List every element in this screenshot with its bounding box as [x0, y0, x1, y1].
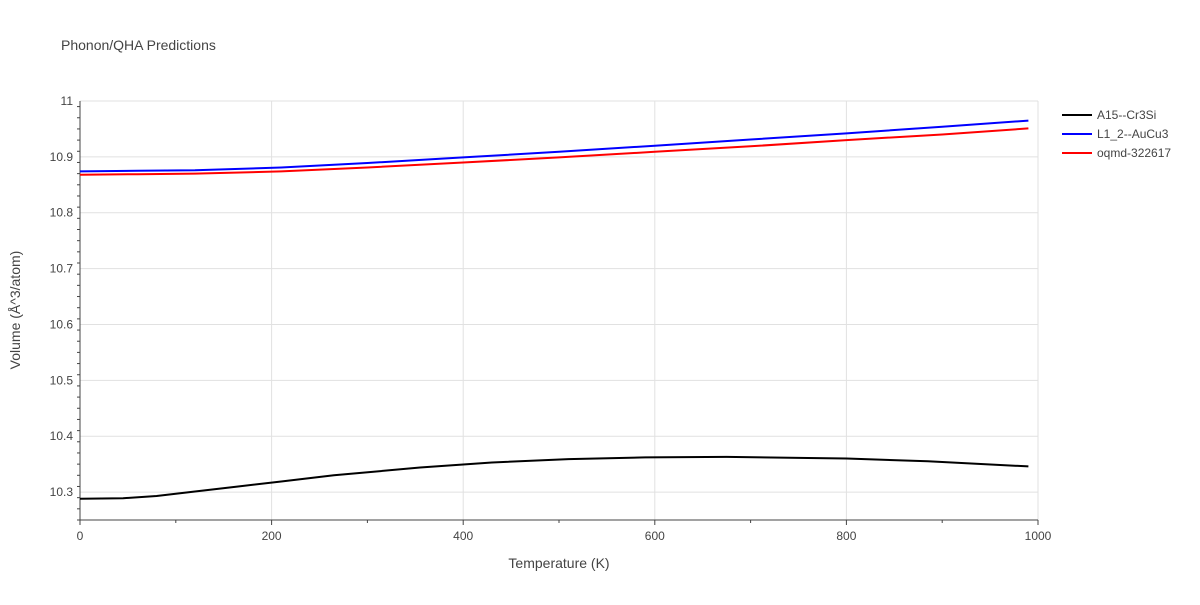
y-tick-label: 11 [61, 94, 74, 108]
y-tick-label: 10.5 [50, 373, 74, 387]
x-tick-label: 200 [262, 529, 282, 543]
x-tick-label: 800 [836, 529, 856, 543]
legend-label: L1_2--AuCu3 [1097, 127, 1169, 141]
series-line-0[interactable] [79, 455, 1029, 500]
y-tick-label: 10.6 [50, 317, 74, 331]
series-layer [79, 119, 1029, 500]
x-tick-label: 600 [645, 529, 665, 543]
grid-layer [80, 100, 1039, 520]
series-line-1[interactable] [79, 119, 1029, 173]
y-tick-label: 10.4 [50, 429, 74, 443]
legend-label: A15--Cr3Si [1097, 108, 1156, 122]
legend[interactable]: A15--Cr3Si L1_2--AuCu3 oqmd-322617 [1062, 108, 1171, 160]
x-tick-label: 1000 [1025, 529, 1052, 543]
x-axis-title: Temperature (K) [508, 555, 609, 571]
y-tick-label: 10.3 [50, 485, 74, 499]
chart-title: Phonon/QHA Predictions [61, 37, 216, 53]
y-tick-label: 10.7 [50, 262, 74, 276]
series-line-2[interactable] [79, 127, 1029, 176]
axes-layer: 0 200 400 600 800 1000 10.3 10.4 10.5 10.6 10.7 10.… [50, 94, 1052, 543]
y-tick-label: 10.8 [50, 206, 74, 220]
legend-label: oqmd-322617 [1097, 146, 1171, 160]
y-tick-label: 10.9 [50, 150, 74, 164]
x-tick-label: 0 [77, 529, 84, 543]
y-axis-title: Volume (Å^3/atom) [7, 251, 23, 370]
x-tick-label: 400 [453, 529, 473, 543]
